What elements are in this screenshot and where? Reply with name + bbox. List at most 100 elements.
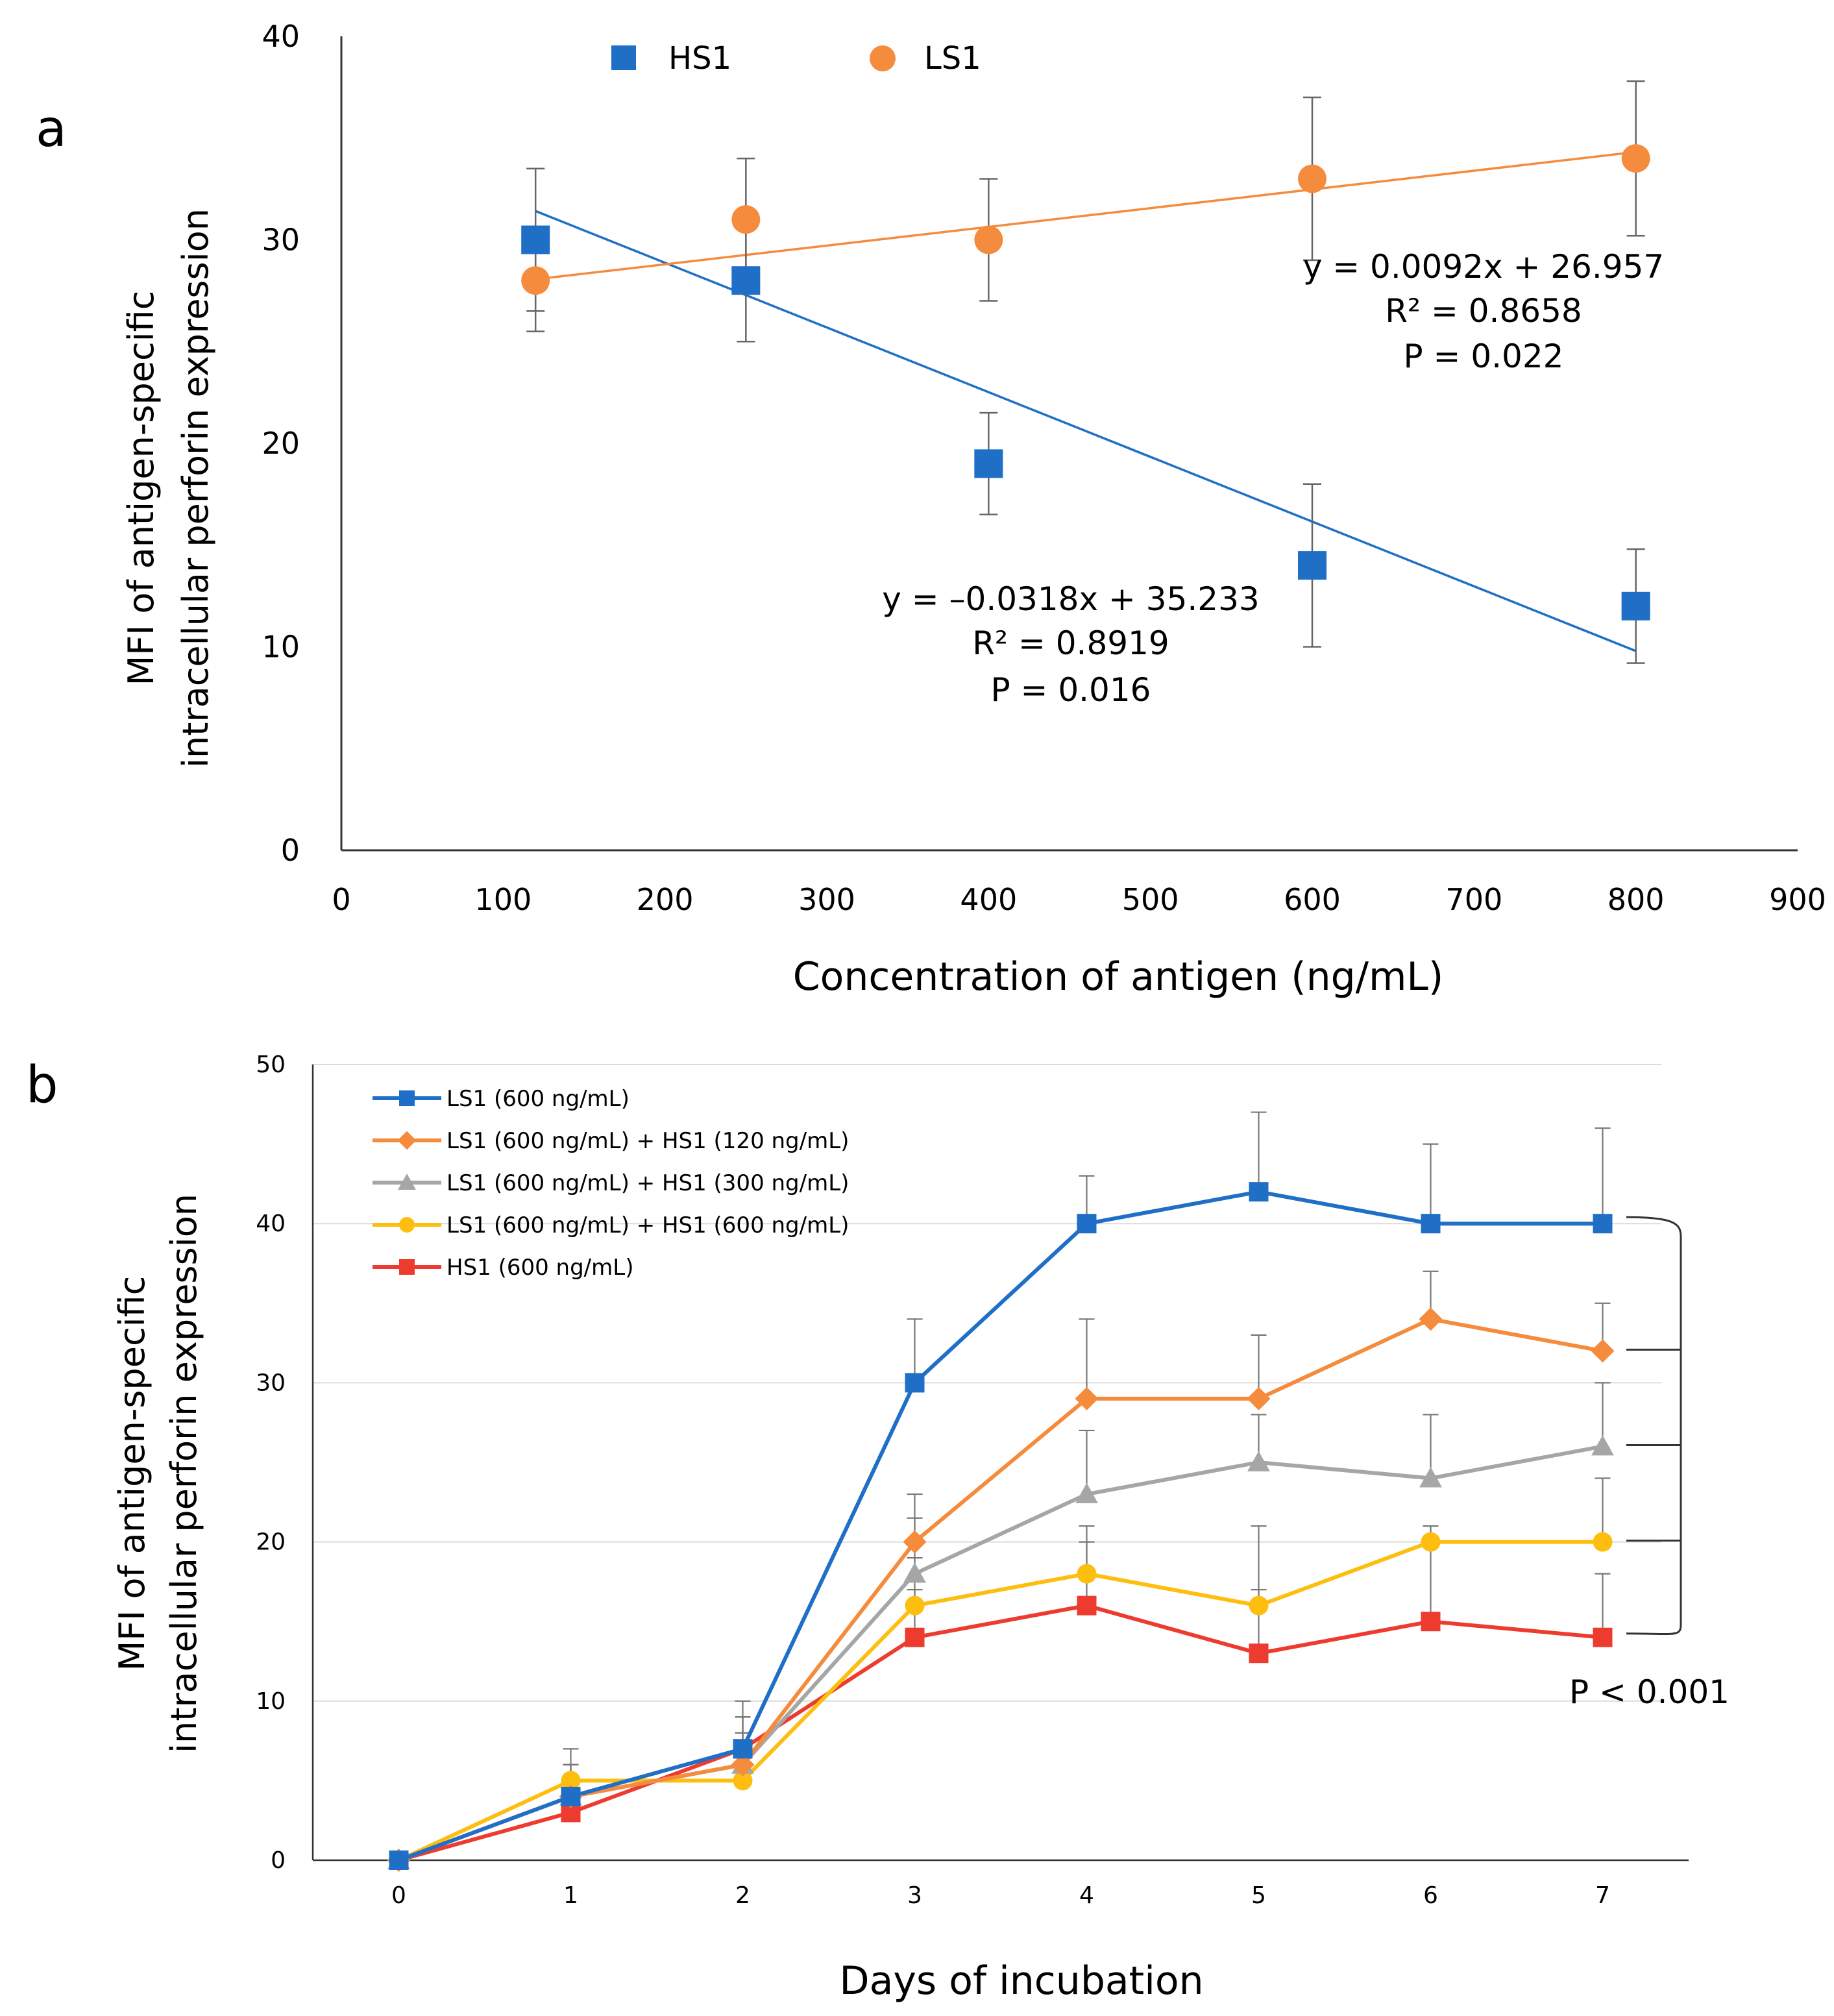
panel-a-legend: HS1 LS1 — [611, 40, 981, 77]
point-hs1-600-ng-ml — [1593, 1627, 1613, 1647]
panel-label-a: a — [36, 100, 67, 158]
panel-b-xtick-label: 0 — [391, 1882, 406, 1909]
point-ls1-600-ng-ml — [561, 1786, 581, 1806]
point-ls1-600-ng-ml — [389, 1850, 409, 1870]
legend-marker-ls1-600-ng-ml — [399, 1090, 415, 1106]
point-hs1 — [731, 266, 761, 295]
panel-b-xtick-label: 4 — [1079, 1882, 1094, 1909]
panel-b-lines — [398, 1190, 1604, 1862]
panel-b-points — [387, 1182, 1615, 1872]
significance-bracket: P < 0.001 — [1569, 1216, 1730, 1711]
panel-b-ytick-label: 40 — [256, 1211, 286, 1237]
hs1-annotation: y = –0.0318x + 35.233 R² = 0.8919 P = 0.… — [882, 580, 1259, 709]
panel-a-xtick-label: 400 — [960, 882, 1017, 917]
point-ls1-600-ng-ml — [1249, 1182, 1269, 1202]
point-ls1-600-ng-ml-hs1-600-ng-ml — [1421, 1532, 1441, 1552]
point-ls1-600-ng-ml-hs1-600-ng-ml — [733, 1771, 753, 1791]
point-ls1 — [1298, 164, 1327, 193]
panel-b-ylabel-line2: intracellular perforin expression — [164, 1194, 204, 1753]
legend-marker-ls1-600-ng-ml-hs1-300-ng-ml — [398, 1174, 416, 1190]
point-ls1-600-ng-ml-hs1-300-ng-ml — [1247, 1451, 1270, 1471]
panel-a-xtick-label: 800 — [1608, 882, 1665, 917]
bracket-ticks — [1626, 1348, 1681, 1542]
point-ls1-600-ng-ml — [1421, 1214, 1441, 1234]
panel-b-ytick-label: 30 — [256, 1370, 286, 1396]
point-hs1-600-ng-ml — [905, 1627, 925, 1647]
panel-a-xtick-label: 600 — [1284, 882, 1341, 917]
point-ls1-600-ng-ml-hs1-120-ng-ml — [1591, 1339, 1615, 1363]
panel-b-ytick-label: 50 — [256, 1051, 286, 1078]
ls1-annotation: y = 0.0092x + 26.957 R² = 0.8658 P = 0.0… — [1303, 248, 1664, 375]
bracket-line — [1626, 1216, 1682, 1636]
line-ls1-600-ng-ml-hs1-120-ng-ml — [398, 1317, 1604, 1862]
point-ls1-600-ng-ml-hs1-120-ng-ml — [1075, 1386, 1099, 1410]
point-ls1-600-ng-ml — [733, 1739, 753, 1759]
panel-a-ytick-label: 20 — [262, 426, 300, 461]
legend-label-ls1-600-ng-ml-hs1-120-ng-ml: LS1 (600 ng/mL) + HS1 (120 ng/mL) — [446, 1128, 849, 1154]
point-ls1 — [974, 225, 1003, 254]
point-ls1-600-ng-ml-hs1-600-ng-ml — [1593, 1532, 1613, 1552]
line-hs1-600-ng-ml — [398, 1603, 1603, 1862]
panel-b: b MFI of antigen-specific intracellular … — [26, 1051, 1730, 2004]
panel-a-xtick-label: 0 — [332, 882, 350, 917]
panel-a-xlabel: Concentration of antigen (ng/mL) — [793, 954, 1444, 1000]
point-ls1-600-ng-ml-hs1-300-ng-ml — [1419, 1467, 1442, 1488]
legend-marker-hs1-600-ng-ml — [399, 1259, 415, 1275]
point-ls1-600-ng-ml-hs1-120-ng-ml — [903, 1530, 927, 1554]
panel-b-xtick-label: 7 — [1595, 1882, 1610, 1909]
point-ls1-600-ng-ml — [905, 1373, 925, 1393]
point-hs1 — [1621, 591, 1650, 621]
trendline-ls1 — [535, 151, 1636, 281]
legend-marker-ls1-600-ng-ml-hs1-120-ng-ml — [397, 1131, 417, 1150]
panel-b-xtick-label: 3 — [907, 1882, 922, 1909]
panel-b-y-ticks: 0 10 20 30 40 50 — [256, 1051, 286, 1874]
panel-a-xtick-label: 700 — [1445, 882, 1502, 917]
ls1-r-squared: R² = 0.8658 — [1385, 292, 1582, 330]
panel-b-xtick-label: 6 — [1423, 1882, 1438, 1909]
legend-label-hs1: HS1 — [668, 40, 731, 77]
legend-marker-hs1 — [611, 45, 636, 70]
ls1-equation: y = 0.0092x + 26.957 — [1303, 248, 1664, 286]
legend-label-hs1-600-ng-ml: HS1 (600 ng/mL) — [446, 1255, 633, 1281]
point-hs1-600-ng-ml — [1077, 1595, 1097, 1616]
point-ls1-600-ng-ml-hs1-120-ng-ml — [1247, 1386, 1271, 1410]
point-ls1-600-ng-ml-hs1-300-ng-ml — [1075, 1482, 1098, 1503]
panel-label-b: b — [26, 1056, 58, 1114]
legend-label-ls1-600-ng-ml: LS1 (600 ng/mL) — [446, 1086, 630, 1112]
panel-b-xtick-label: 2 — [735, 1882, 750, 1909]
panel-b-legend: LS1 (600 ng/mL) LS1 (600 ng/mL) + HS1 (12… — [373, 1086, 849, 1281]
point-ls1-600-ng-ml-hs1-120-ng-ml — [1419, 1307, 1443, 1331]
point-ls1-600-ng-ml-hs1-300-ng-ml — [1591, 1435, 1614, 1456]
point-ls1 — [1621, 144, 1650, 173]
panel-a-ylabel-line1: MFI of antigen-specific — [121, 291, 162, 686]
panel-b-x-ticks: 0 1 2 3 4 5 6 7 — [391, 1882, 1610, 1909]
hs1-equation: y = –0.0318x + 35.233 — [882, 580, 1259, 618]
line-ls1-600-ng-ml — [398, 1190, 1603, 1862]
point-ls1-600-ng-ml-hs1-600-ng-ml — [1077, 1564, 1097, 1584]
panel-b-xtick-label: 1 — [563, 1882, 578, 1909]
point-ls1-600-ng-ml — [1077, 1214, 1097, 1234]
panel-a-xtick-label: 100 — [474, 882, 532, 917]
panel-a-ytick-label: 0 — [281, 833, 300, 868]
legend-label-ls1-600-ng-ml-hs1-600-ng-ml: LS1 (600 ng/mL) + HS1 (600 ng/mL) — [446, 1212, 849, 1238]
panel-a-xtick-label: 300 — [798, 882, 855, 917]
panel-a-y-ticks: 0 10 20 30 40 — [262, 19, 300, 868]
line-ls1-600-ng-ml-hs1-600-ng-ml — [398, 1540, 1603, 1862]
legend-label-ls1: LS1 — [924, 40, 981, 77]
panel-a-trendlines — [535, 151, 1637, 652]
legend-marker-ls1-600-ng-ml-hs1-600-ng-ml — [399, 1217, 415, 1233]
point-hs1-600-ng-ml — [1421, 1612, 1441, 1632]
panel-a: a MFI of antigen-specific intracellular … — [36, 19, 1826, 1000]
trendline-hs1 — [535, 210, 1637, 652]
legend-marker-ls1 — [870, 45, 896, 71]
panel-b-ylabel-line1: MFI of antigen-specific — [112, 1276, 153, 1671]
panel-b-ytick-label: 10 — [256, 1688, 286, 1715]
point-ls1-600-ng-ml-hs1-300-ng-ml — [903, 1562, 926, 1583]
point-hs1-600-ng-ml — [1249, 1643, 1269, 1664]
panel-a-x-ticks: 0 100 200 300 400 500 600 700 800 900 — [332, 882, 1826, 917]
point-hs1 — [974, 449, 1003, 478]
point-ls1-600-ng-ml-hs1-120-ng-ml — [731, 1752, 755, 1776]
panel-a-ylabel-line2: intracellular perforin expression — [175, 208, 216, 768]
panel-b-ytick-label: 0 — [271, 1847, 286, 1874]
